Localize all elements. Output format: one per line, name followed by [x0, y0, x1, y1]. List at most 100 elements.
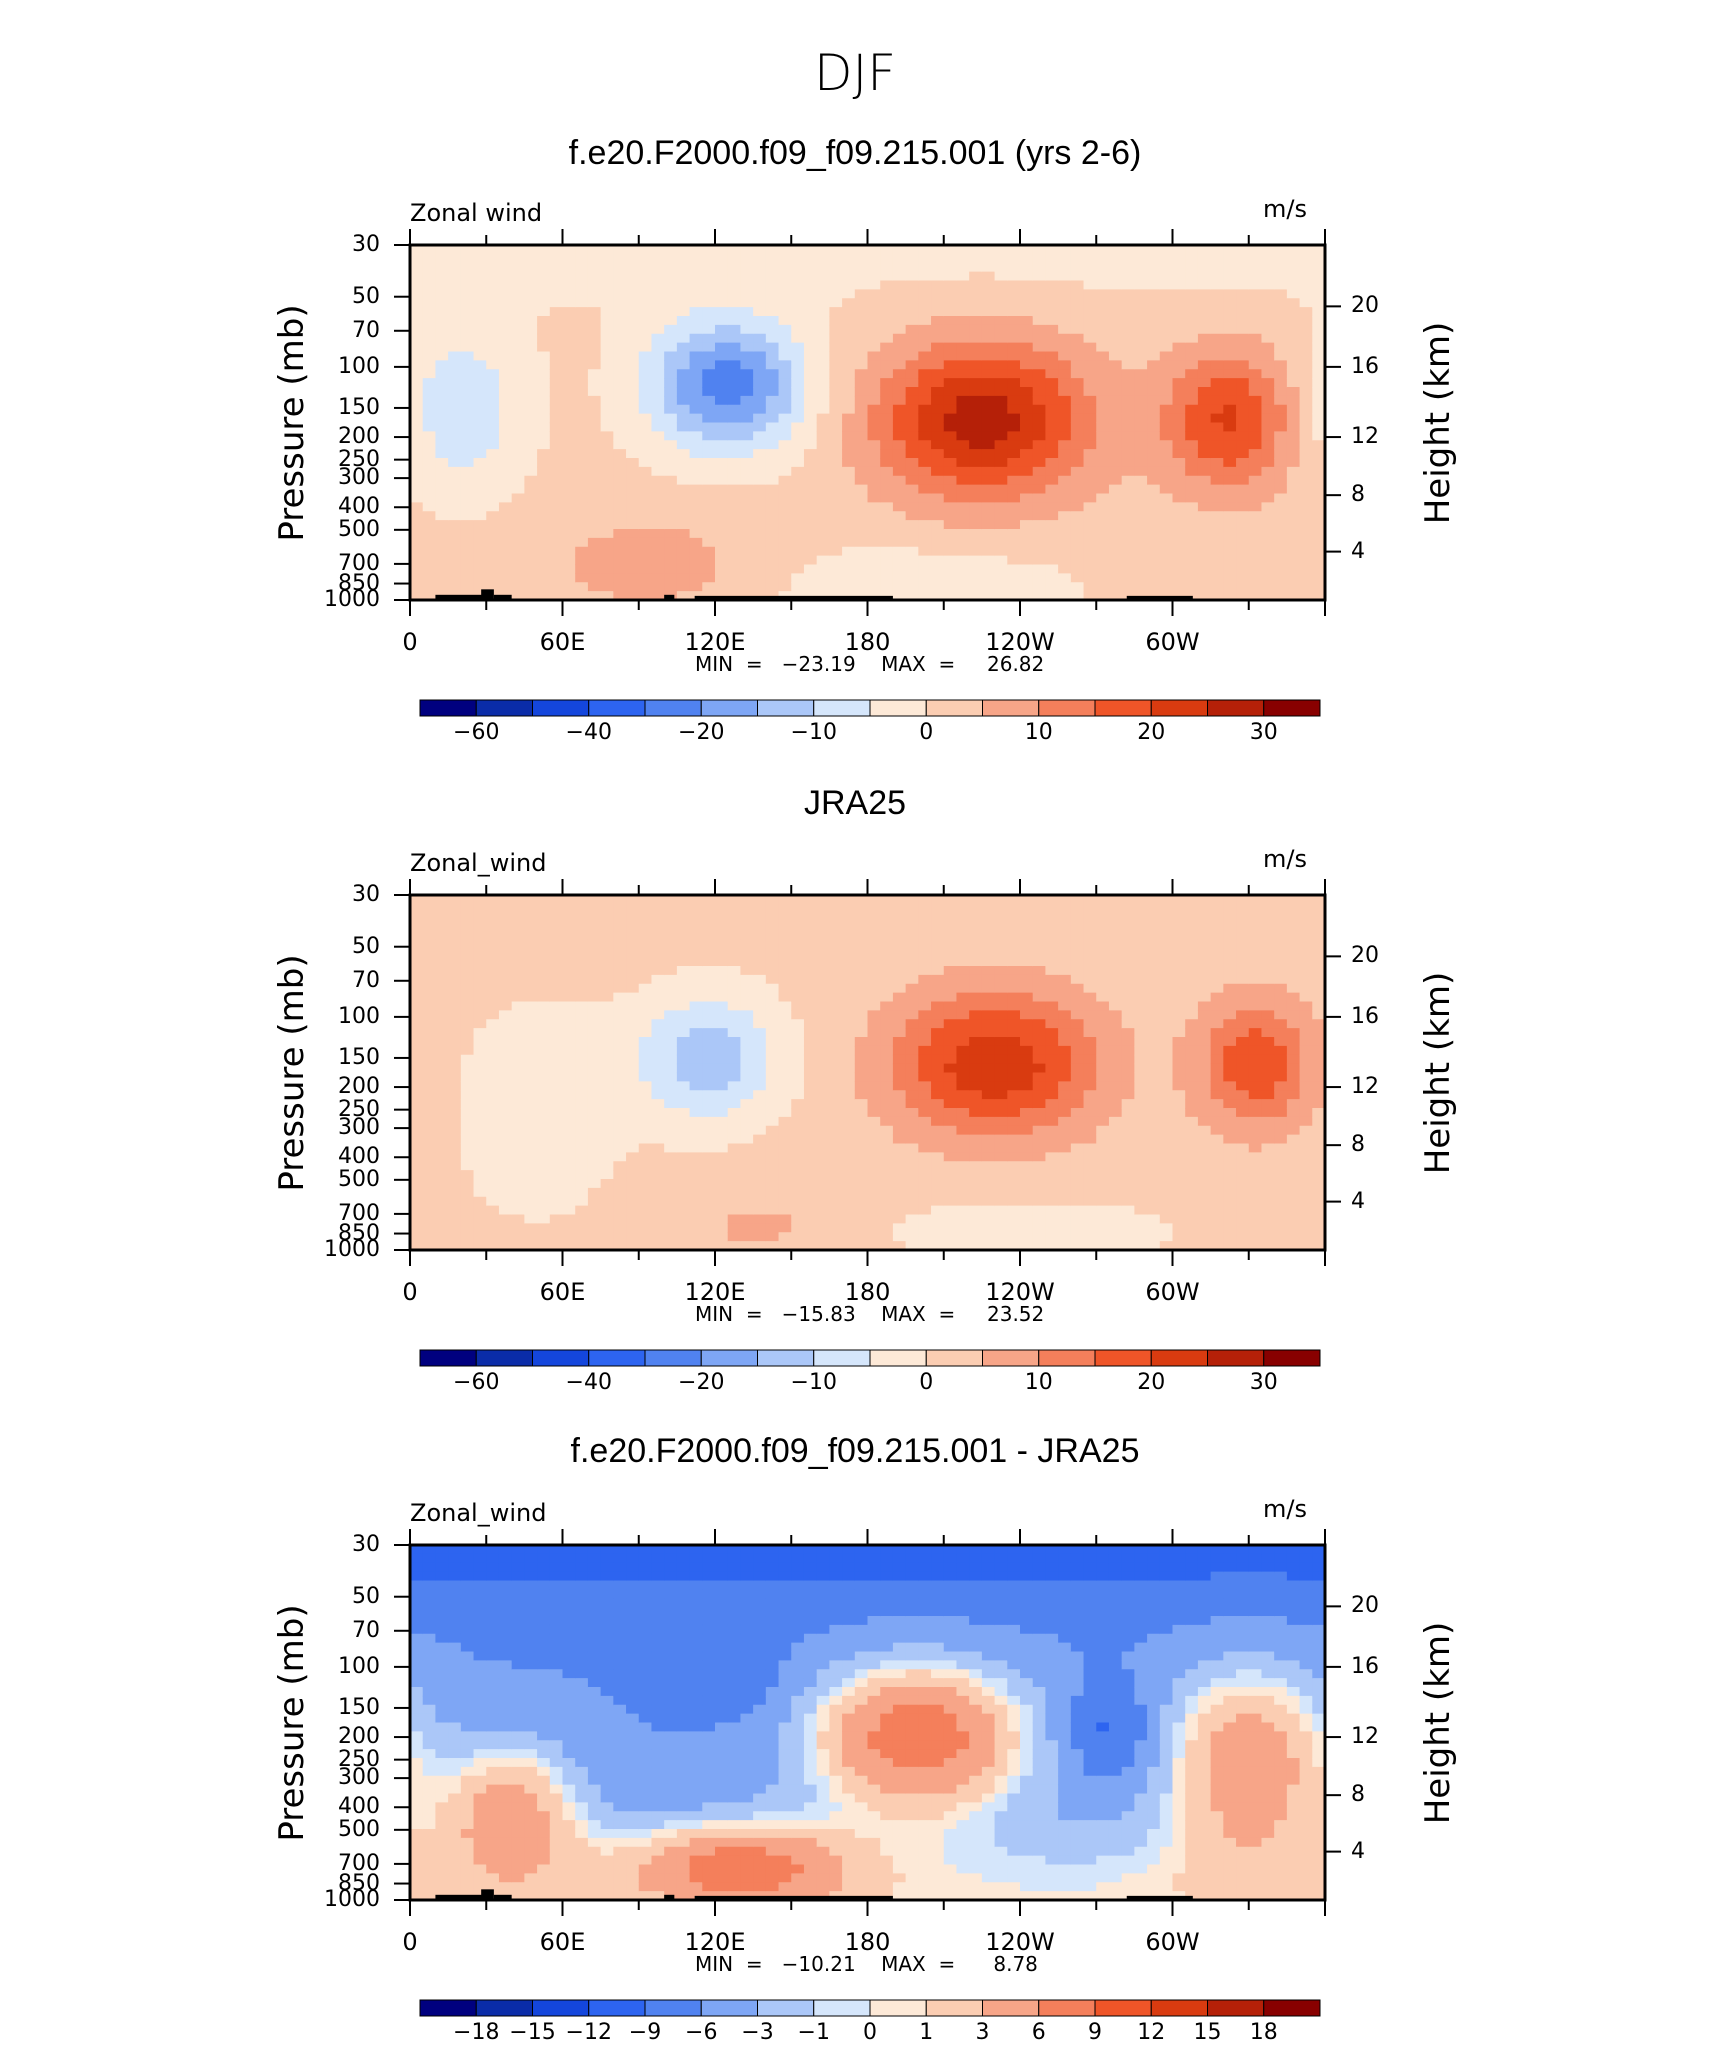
contour-cell: [1274, 307, 1287, 316]
contour-cell: [563, 431, 576, 440]
contour-cell: [575, 1232, 588, 1241]
contour-cell: [499, 458, 512, 467]
contour-cell: [499, 1046, 512, 1055]
contour-cell: [1096, 502, 1109, 511]
contour-cell: [1223, 254, 1236, 263]
contour-cell: [842, 529, 855, 538]
contour-cell: [728, 387, 741, 396]
contour-cell: [1020, 939, 1033, 948]
contour-cell: [448, 1170, 461, 1179]
contour-cell: [880, 1135, 893, 1144]
contour-cell: [410, 298, 423, 307]
contour-cell: [664, 414, 677, 423]
contour-cell: [1211, 511, 1224, 520]
contour-cell: [613, 1037, 626, 1046]
contour-cell: [1122, 529, 1135, 538]
contour-cell: [486, 1223, 499, 1232]
contour-cell: [639, 975, 652, 984]
contour-cell: [410, 476, 423, 485]
contour-cell: [1173, 316, 1186, 325]
contour-cell: [461, 263, 474, 272]
contour-cell: [868, 993, 881, 1002]
contour-cell: [461, 1215, 474, 1224]
contour-cell: [423, 1117, 436, 1126]
contour-cell: [829, 1019, 842, 1028]
contour-cell: [791, 939, 804, 948]
contour-cell: [537, 254, 550, 263]
contour-cell: [690, 1037, 703, 1046]
contour-cell: [588, 1215, 601, 1224]
contour-cell: [956, 1215, 969, 1224]
contour-cell: [1249, 494, 1262, 503]
contour-cell: [817, 307, 830, 316]
contour-cell: [855, 1144, 868, 1153]
contour-cell: [880, 1170, 893, 1179]
contour-cell: [524, 582, 537, 591]
contour-cell: [829, 520, 842, 529]
contour-cell: [766, 1179, 779, 1188]
contour-cell: [1071, 289, 1084, 298]
contour-cell: [715, 538, 728, 547]
contour-cell: [829, 431, 842, 440]
contour-cell: [817, 263, 830, 272]
contour-cell: [817, 1037, 830, 1046]
contour-cell: [982, 1099, 995, 1108]
contour-cell: [1134, 449, 1147, 458]
contour-cell: [1045, 396, 1058, 405]
contour-cell: [499, 360, 512, 369]
contour-cell: [868, 966, 881, 975]
contour-cell: [893, 431, 906, 440]
contour-cell: [639, 1161, 652, 1170]
contour-cell: [817, 343, 830, 352]
contour-cell: [753, 476, 766, 485]
contour-cell: [690, 1197, 703, 1206]
contour-cell: [893, 1232, 906, 1241]
contour-cell: [613, 1081, 626, 1090]
contour-cell: [880, 352, 893, 361]
contour-cell: [829, 1117, 842, 1126]
contour-cell: [842, 1197, 855, 1206]
contour-cell: [410, 993, 423, 1002]
contour-cell: [639, 1117, 652, 1126]
contour-cell: [1147, 511, 1160, 520]
contour-cell: [651, 449, 664, 458]
contour-cell: [1185, 360, 1198, 369]
contour-cell: [956, 913, 969, 922]
contour-cell: [855, 289, 868, 298]
contour-cell: [1261, 369, 1274, 378]
contour-cell: [588, 1117, 601, 1126]
contour-cell: [1033, 931, 1046, 940]
contour-cell: [893, 1010, 906, 1019]
contour-cell: [524, 913, 537, 922]
contour-cell: [995, 325, 1008, 334]
contour-cell: [969, 414, 982, 423]
contour-cell: [855, 1019, 868, 1028]
contour-cell: [791, 529, 804, 538]
contour-cell: [880, 307, 893, 316]
contour-cell: [1160, 511, 1173, 520]
contour-cell: [804, 529, 817, 538]
contour-cell: [906, 966, 919, 975]
contour-cell: [690, 352, 703, 361]
contour-cell: [1185, 307, 1198, 316]
contour-cell: [435, 556, 448, 565]
contour-cell: [944, 387, 957, 396]
contour-cell: [639, 378, 652, 387]
contour-cell: [1122, 485, 1135, 494]
contour-cell: [804, 254, 817, 263]
contour-cell: [868, 440, 881, 449]
contour-cell: [423, 1055, 436, 1064]
contour-cell: [931, 538, 944, 547]
contour-cell: [1122, 298, 1135, 307]
contour-cell: [1274, 458, 1287, 467]
contour-cell: [1134, 254, 1147, 263]
contour-cell: [1274, 325, 1287, 334]
contour-cell: [524, 485, 537, 494]
contour-cell: [448, 1126, 461, 1135]
contour-cell: [1045, 458, 1058, 467]
contour-cell: [944, 1206, 957, 1215]
contour-cell: [435, 1197, 448, 1206]
contour-cell: [969, 440, 982, 449]
contour-cell: [1249, 547, 1262, 556]
contour-cell: [486, 1010, 499, 1019]
